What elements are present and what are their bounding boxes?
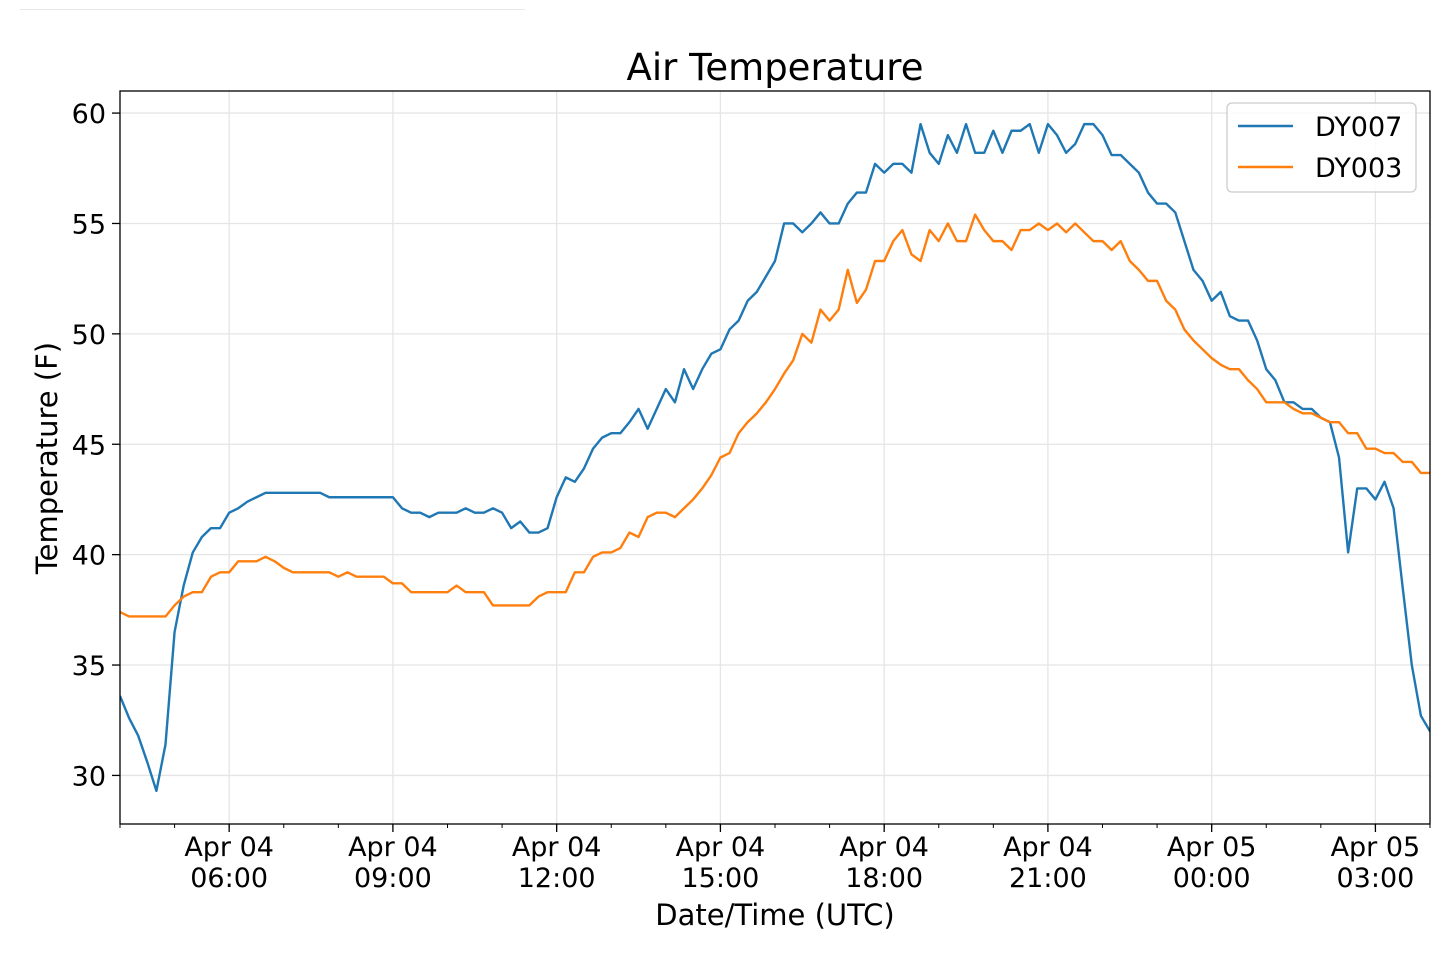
y-tick-label: 40 <box>72 541 106 572</box>
x-tick-label: 06:00 <box>190 863 268 894</box>
x-tick-label: 15:00 <box>682 863 760 894</box>
y-tick-label: 30 <box>72 761 106 792</box>
grid <box>120 91 1430 824</box>
x-tick-label: 18:00 <box>845 863 923 894</box>
legend: DY007 DY003 <box>1226 102 1417 193</box>
y-axis-label: Temperature (F) <box>30 342 64 575</box>
x-tick-label: Apr 05 <box>1331 832 1421 863</box>
y-tick-label: 35 <box>72 651 106 682</box>
series-line-dy007 <box>120 122 1430 793</box>
x-tick-label: Apr 04 <box>1003 832 1093 863</box>
legend-label-dy007: DY007 <box>1315 112 1402 143</box>
y-tick-label: 45 <box>72 430 106 461</box>
legend-label-dy003: DY003 <box>1315 153 1402 184</box>
x-tick-label: Apr 04 <box>839 832 929 863</box>
y-tick-label: 60 <box>72 99 106 130</box>
top-divider <box>20 9 525 10</box>
x-tick-label: 21:00 <box>1009 863 1087 894</box>
x-tick-label: 03:00 <box>1337 863 1415 894</box>
x-tick-label: Apr 04 <box>676 832 766 863</box>
x-tick-label: Apr 04 <box>184 832 274 863</box>
x-tick-label: Apr 04 <box>348 832 438 863</box>
y-tick-label: 55 <box>72 209 106 240</box>
series-line-dy003 <box>120 213 1430 618</box>
x-tick-label: Apr 05 <box>1167 832 1257 863</box>
plot-lines <box>120 122 1430 793</box>
x-tick-label: 00:00 <box>1173 863 1251 894</box>
plot-frame <box>119 90 1431 825</box>
x-tick-label: Apr 04 <box>512 832 602 863</box>
x-tick-label: 09:00 <box>354 863 432 894</box>
y-tick-label: 50 <box>72 320 106 351</box>
x-tick-label: 12:00 <box>518 863 596 894</box>
x-axis-label: Date/Time (UTC) <box>655 898 894 932</box>
chart-title: Air Temperature <box>627 46 924 89</box>
